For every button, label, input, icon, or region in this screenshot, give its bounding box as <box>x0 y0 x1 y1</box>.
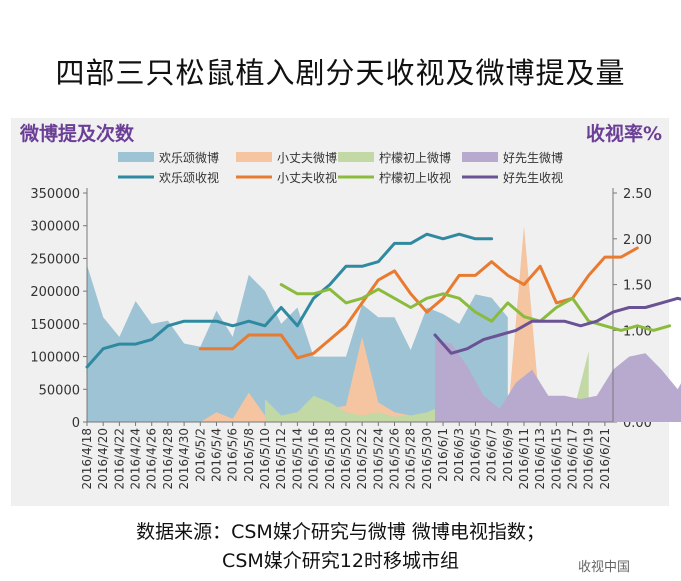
left-tick-label: 250000 <box>30 252 80 267</box>
left-tick-label: 150000 <box>30 318 80 333</box>
x-tick-label: 2016/6/15 <box>549 428 563 490</box>
x-tick-label: 2016/5/6 <box>226 428 240 482</box>
left-tick-label: 300000 <box>30 220 80 235</box>
x-tick-label: 2016/5/20 <box>339 428 353 490</box>
x-tick-label: 2016/6/19 <box>582 428 596 490</box>
x-tick-label: 2016/5/18 <box>323 428 337 490</box>
legend-swatch <box>236 152 272 162</box>
x-tick-label: 2016/5/16 <box>307 428 321 490</box>
x-tick-label: 2016/6/21 <box>598 428 612 490</box>
legend-label: 柠檬初上收视 <box>379 170 451 185</box>
x-tick-label: 2016/4/20 <box>96 428 110 490</box>
x-tick-label: 2016/6/13 <box>533 428 547 490</box>
x-tick-label: 2016/5/14 <box>290 428 304 490</box>
left-tick-label: 50000 <box>39 383 80 398</box>
right-tick-label: 2.50 <box>623 187 652 202</box>
x-tick-label: 2016/6/11 <box>517 428 531 490</box>
left-axis-title: 微博提及次数 <box>19 122 135 145</box>
line-series <box>85 232 494 369</box>
x-tick-label: 2016/6/7 <box>485 428 499 482</box>
legend-swatch <box>338 152 374 162</box>
left-tick-label: 0 <box>72 416 80 431</box>
x-tick-label: 2016/5/8 <box>242 428 256 482</box>
x-tick-label: 2016/5/30 <box>420 428 434 490</box>
page-title: 四部三只松鼠植入剧分天收视及微博提及量 <box>55 56 626 90</box>
area-series <box>265 351 589 422</box>
x-tick-label: 2016/5/10 <box>258 428 272 490</box>
x-tick-label: 2016/4/26 <box>145 428 159 490</box>
right-tick-label: 2.00 <box>623 233 652 248</box>
x-tick-label: 2016/6/3 <box>452 428 466 482</box>
right-tick-label: 1.50 <box>623 279 652 294</box>
chart-panel <box>11 118 669 506</box>
area-series <box>87 265 508 422</box>
left-tick-label: 200000 <box>30 285 80 300</box>
area-series <box>200 225 541 422</box>
area-series <box>435 340 681 422</box>
x-tick-label: 2016/4/22 <box>112 428 126 490</box>
right-axis-title: 收视率% <box>586 122 662 145</box>
source-line-2: CSM媒介研究12时移城市组 <box>222 550 459 572</box>
x-tick-label: 2016/5/28 <box>404 428 418 490</box>
legend-swatch <box>462 152 498 162</box>
x-tick-label: 2016/6/9 <box>501 428 515 482</box>
legend-label: 欢乐颂微博 <box>159 150 219 165</box>
x-tick-label: 2016/4/18 <box>80 428 94 490</box>
legend-label: 小丈夫收视 <box>277 170 337 185</box>
x-tick-label: 2016/5/24 <box>371 428 385 490</box>
source-line-1: 数据来源：CSM媒介研究与微博 微博电视指数； <box>136 521 545 543</box>
left-tick-label: 350000 <box>30 187 80 202</box>
line-series <box>279 283 672 332</box>
x-tick-label: 2016/6/1 <box>436 428 450 482</box>
x-tick-label: 2016/5/22 <box>355 428 369 490</box>
x-tick-label: 2016/4/24 <box>129 428 143 490</box>
x-tick-label: 2016/6/17 <box>566 428 580 490</box>
legend-label: 好先生微博 <box>503 150 563 165</box>
x-tick-label: 2016/4/28 <box>161 428 175 490</box>
legend-label: 小丈夫微博 <box>277 150 337 165</box>
x-tick-label: 2016/5/12 <box>274 428 288 490</box>
x-tick-label: 2016/5/4 <box>210 428 224 482</box>
line-series <box>433 296 681 355</box>
x-tick-label: 2016/5/26 <box>388 428 402 490</box>
x-tick-label: 2016/6/5 <box>468 428 482 482</box>
x-tick-label: 2016/4/30 <box>177 428 191 490</box>
legend-label: 欢乐颂收视 <box>159 170 219 185</box>
brand-watermark: 收视中国 <box>578 560 631 575</box>
x-tick-label: 2016/5/2 <box>193 428 207 482</box>
legend-swatch <box>118 152 154 162</box>
legend-label: 柠檬初上微博 <box>379 150 451 165</box>
legend-label: 好先生收视 <box>503 170 563 185</box>
left-tick-label: 100000 <box>30 351 80 366</box>
